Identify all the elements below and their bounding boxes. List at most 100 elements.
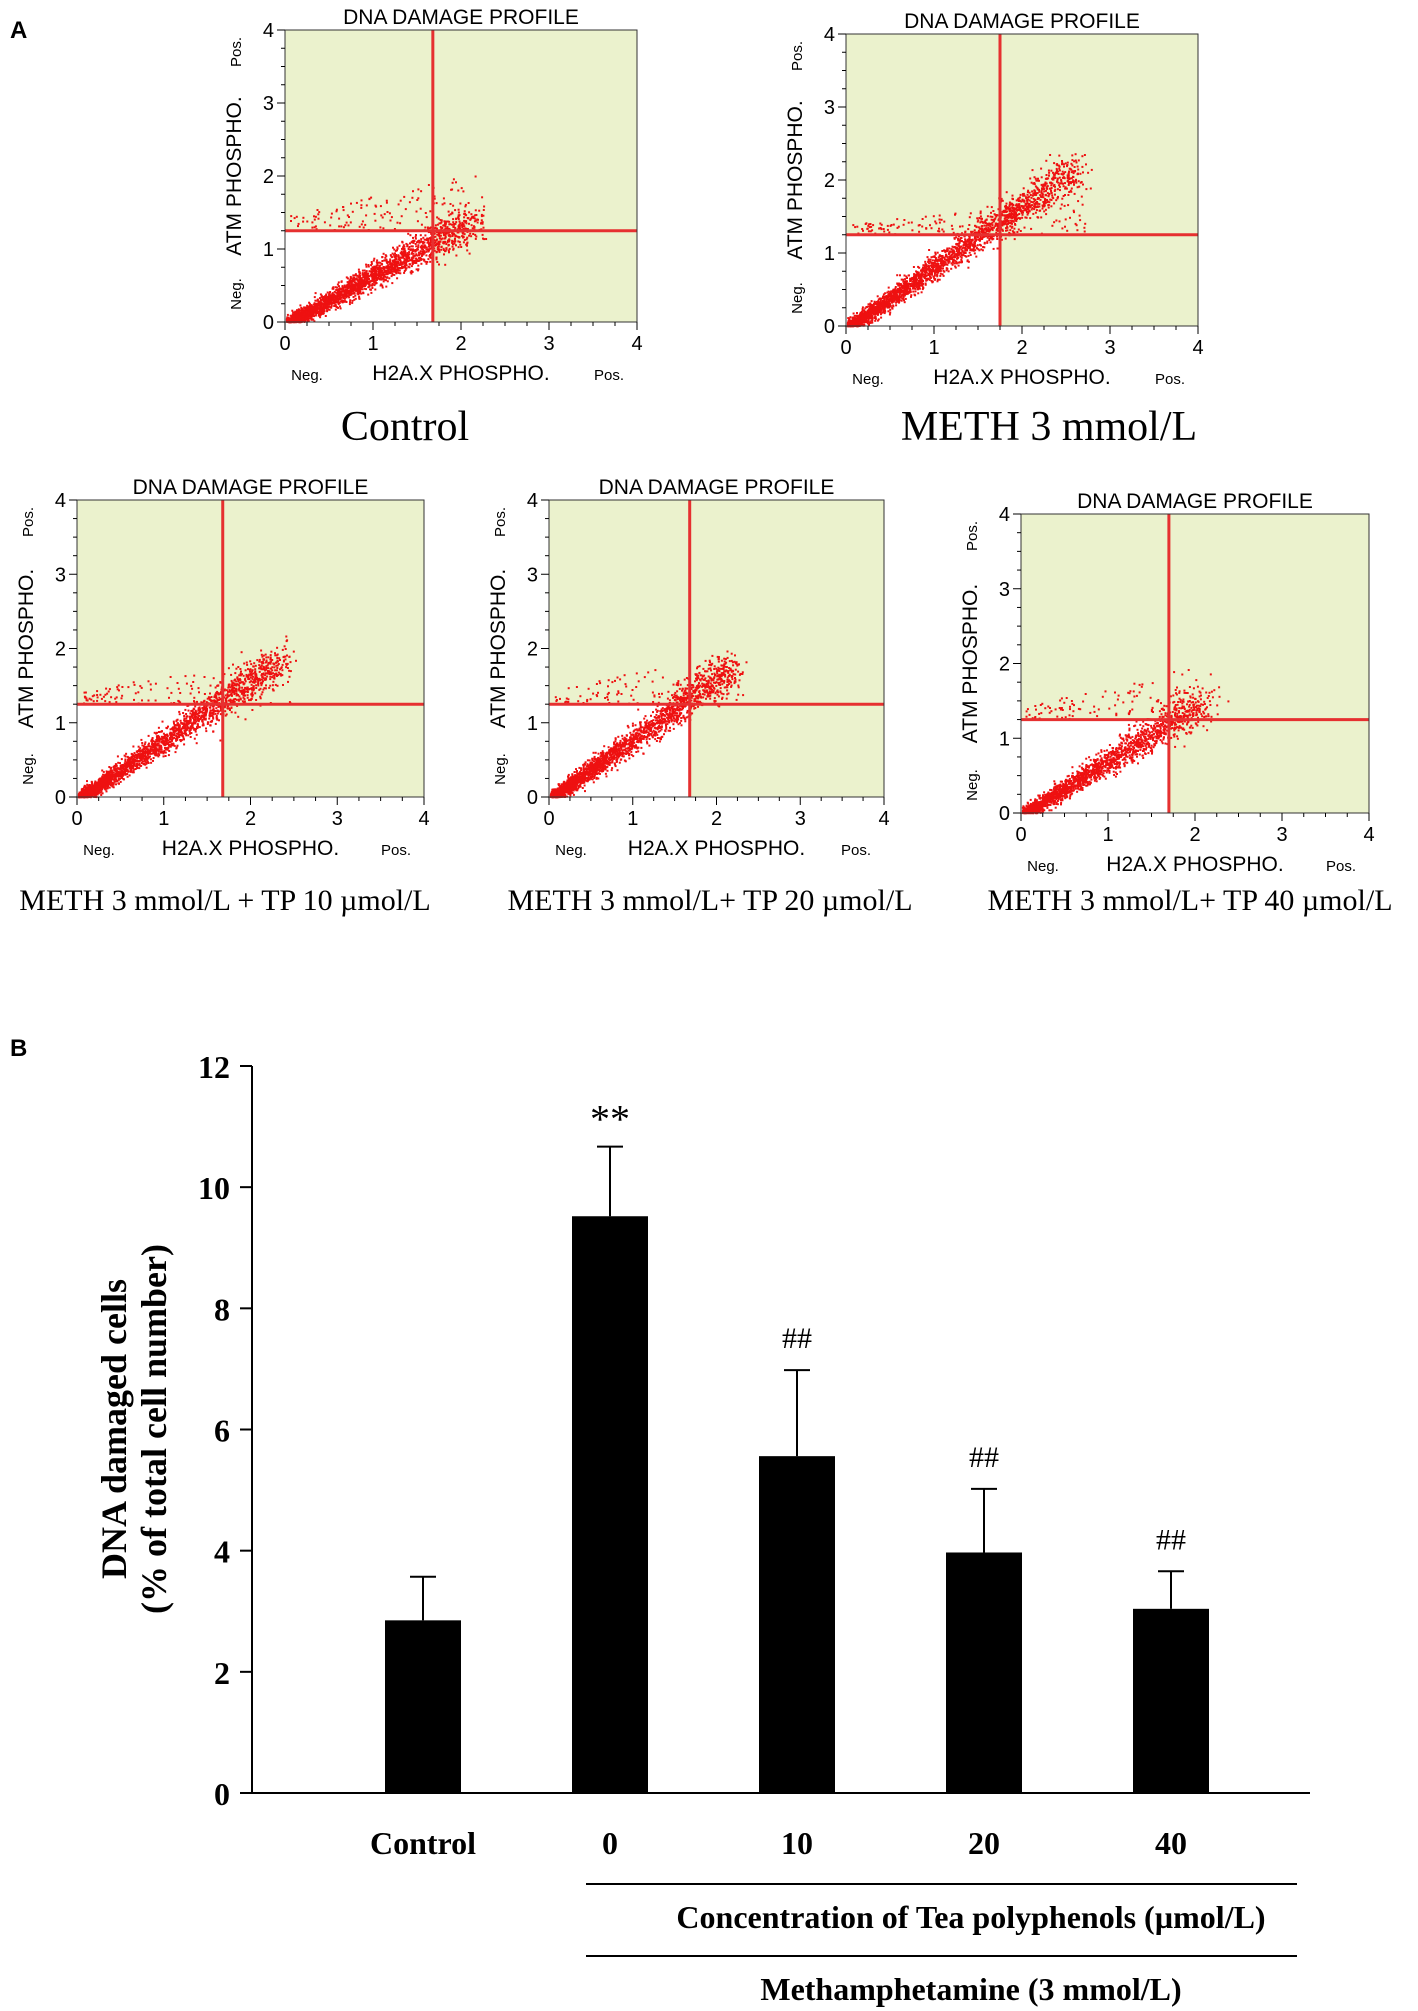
data-point — [480, 222, 482, 225]
data-point — [427, 239, 430, 242]
data-point — [412, 241, 415, 244]
data-point — [1062, 176, 1065, 179]
data-point — [396, 264, 399, 267]
data-point — [964, 241, 967, 244]
data-point — [474, 209, 477, 212]
data-point — [996, 227, 999, 230]
data-point — [288, 317, 291, 320]
data-point — [350, 283, 353, 286]
data-point — [1026, 191, 1029, 193]
data-point — [1060, 173, 1063, 175]
panel-a-label: A — [10, 17, 27, 44]
data-point — [415, 259, 418, 262]
data-point — [414, 249, 417, 251]
data-point — [938, 259, 941, 262]
data-point — [386, 265, 389, 268]
data-point — [436, 238, 438, 241]
data-point — [441, 227, 444, 229]
data-point — [347, 224, 350, 227]
data-point — [1054, 185, 1056, 188]
data-point — [921, 273, 924, 276]
data-point — [1043, 210, 1046, 213]
data-point — [473, 217, 476, 220]
data-point — [1027, 207, 1029, 210]
data-point — [917, 265, 920, 268]
data-point — [929, 260, 932, 263]
data-point — [939, 269, 942, 272]
data-point — [887, 294, 890, 296]
data-point — [1050, 184, 1053, 187]
data-point — [1050, 190, 1053, 193]
data-point — [987, 227, 990, 230]
data-point — [451, 211, 454, 214]
data-point — [463, 239, 466, 241]
data-point — [397, 262, 400, 265]
data-point — [463, 213, 466, 215]
data-point — [403, 266, 405, 269]
data-point — [437, 217, 440, 220]
data-point — [902, 297, 905, 300]
data-point — [360, 204, 363, 207]
data-point — [352, 289, 355, 292]
data-point — [931, 281, 934, 284]
data-point — [455, 254, 458, 257]
data-point — [358, 295, 361, 298]
data-point — [399, 260, 402, 263]
data-point — [310, 309, 313, 312]
data-point — [404, 268, 407, 271]
data-point — [894, 286, 897, 288]
data-point — [903, 274, 906, 277]
data-point — [435, 202, 438, 205]
data-point — [944, 261, 947, 264]
data-point — [995, 229, 998, 232]
data-point — [337, 298, 340, 301]
data-point — [965, 245, 968, 248]
data-point — [480, 213, 483, 216]
data-point — [948, 250, 951, 253]
data-point — [971, 243, 974, 246]
data-point — [1055, 199, 1058, 202]
data-point — [936, 275, 939, 278]
data-point — [917, 292, 920, 295]
data-point — [983, 221, 986, 224]
data-point — [403, 195, 406, 198]
data-point — [365, 272, 368, 275]
data-point — [342, 299, 345, 302]
data-point — [439, 231, 442, 234]
data-point — [365, 263, 368, 266]
data-point — [317, 213, 320, 216]
data-point — [329, 291, 332, 293]
data-point — [380, 271, 383, 274]
data-point — [466, 241, 469, 244]
data-point — [470, 213, 473, 216]
data-point — [1065, 187, 1068, 190]
data-point — [319, 302, 321, 305]
data-point — [1009, 219, 1012, 222]
data-point — [313, 215, 315, 218]
data-point — [927, 277, 930, 280]
data-point — [947, 253, 950, 255]
data-point — [935, 266, 938, 269]
data-point — [415, 245, 418, 248]
data-point — [433, 227, 436, 230]
data-point — [300, 309, 302, 312]
data-point — [395, 272, 398, 275]
data-point — [975, 239, 977, 242]
data-point — [385, 269, 388, 272]
data-point — [382, 275, 385, 277]
data-point — [294, 317, 297, 320]
data-point — [415, 210, 418, 213]
data-point — [442, 242, 445, 245]
data-point — [406, 245, 409, 248]
data-point — [977, 219, 980, 222]
data-point — [1015, 220, 1018, 222]
data-point — [316, 305, 319, 308]
data-point — [1040, 196, 1043, 198]
data-point — [396, 247, 399, 250]
data-point — [988, 239, 991, 242]
data-point — [334, 297, 337, 299]
data-point — [339, 300, 342, 303]
data-point — [1028, 199, 1031, 202]
data-point — [977, 248, 980, 251]
data-point — [1031, 207, 1034, 210]
